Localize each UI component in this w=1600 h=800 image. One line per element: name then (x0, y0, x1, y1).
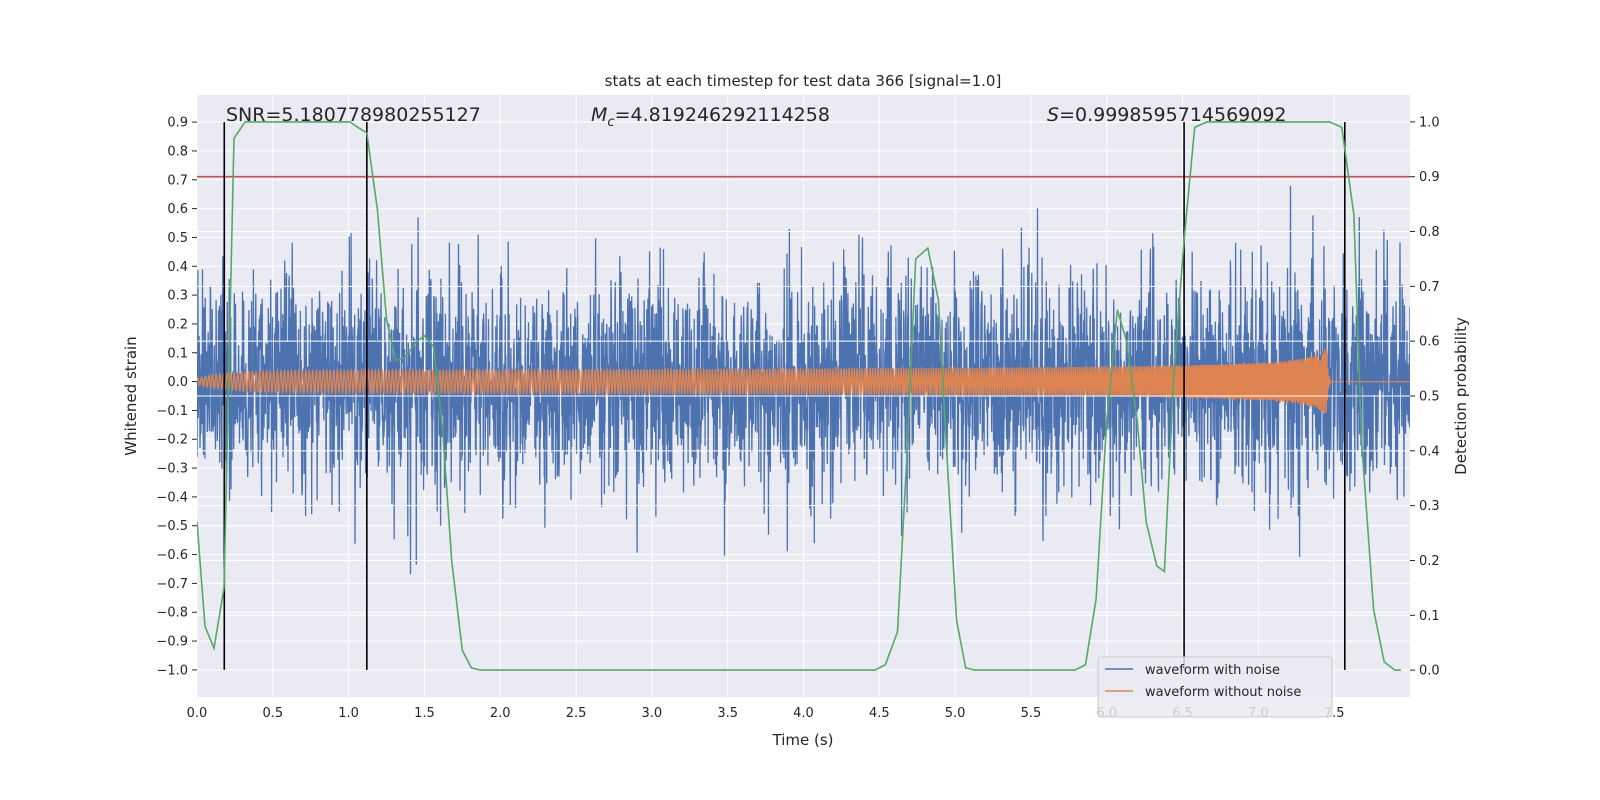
y-tick-label: 0.2 (167, 317, 188, 332)
y-right-tick-label: 0.2 (1419, 554, 1440, 569)
y-tick-label: −0.8 (156, 606, 188, 621)
y-right-tick-label: 0.4 (1419, 444, 1440, 459)
y-tick-label: 0.7 (167, 173, 188, 188)
mc-value: =4.819246292114258 (615, 104, 830, 126)
y-tick-label: 0.9 (167, 116, 188, 131)
y-right-tick-label: 0.3 (1419, 499, 1440, 514)
x-tick-label: 1.0 (338, 706, 359, 721)
x-tick-label: 2.5 (566, 706, 587, 721)
x-tick-label: 5.0 (945, 706, 966, 721)
y-ticks-left: 0.9 0.8 0.7 0.6 0.5 0.4 0.3 0.2 0.1 0.0 −0.1 −0.2 −0… (156, 116, 197, 678)
y-right-tick-label: 0.6 (1419, 335, 1440, 350)
y-right-tick-label: 0.5 (1419, 390, 1440, 405)
y-tick-label: 0.0 (167, 375, 188, 390)
y-ticks-right: 0.0 0.1 0.2 0.3 0.4 0.5 0.6 0.7 0.8 0.9 1.0 (1410, 115, 1440, 679)
s-symbol: S (1047, 104, 1059, 126)
y-right-tick-label: 0.7 (1419, 280, 1440, 295)
series-waveform-with-noise (197, 185, 1410, 575)
y-right-tick-label: 1.0 (1419, 115, 1440, 130)
chart-title: stats at each timestep for test data 366… (605, 72, 1002, 90)
y-right-tick-label: 0.1 (1419, 609, 1440, 624)
series-waveform-without-noise (197, 349, 1410, 415)
y-tick-label: −0.2 (156, 433, 188, 448)
y-tick-label: 0.8 (167, 144, 188, 159)
legend: waveform with noise waveform without noi… (1097, 656, 1333, 718)
y-axis-label: Whitened strain (122, 336, 140, 455)
y-tick-label: 0.5 (167, 231, 188, 246)
x-tick-label: 3.0 (642, 706, 663, 721)
x-tick-label: 5.5 (1021, 706, 1042, 721)
y-tick-label: −0.4 (156, 490, 188, 505)
x-tick-label: 1.5 (414, 706, 435, 721)
y-tick-label: 0.3 (167, 289, 188, 304)
y-tick-label: −1.0 (156, 663, 188, 678)
x-tick-label: 0.5 (262, 706, 283, 721)
x-tick-label: 0.0 (187, 706, 208, 721)
snr-annotation: SNR=5.180778980255127 (226, 104, 481, 126)
y-right-tick-label: 0.8 (1419, 225, 1440, 240)
y-tick-label: 0.1 (167, 346, 188, 361)
x-axis-label: Time (s) (772, 731, 834, 749)
y-tick-label: 0.4 (167, 260, 188, 275)
y-tick-label: −0.6 (156, 548, 188, 563)
mc-subscript: c (607, 115, 614, 130)
chirp-mass-annotation: Mc=4.819246292114258 (591, 104, 830, 130)
y-tick-label: −0.5 (156, 519, 188, 534)
legend-box (1097, 656, 1333, 718)
legend-label-noise: waveform with noise (1145, 663, 1280, 678)
x-tick-label: 4.5 (869, 706, 890, 721)
y-tick-label: −0.7 (156, 577, 188, 592)
y-tick-label: −0.1 (156, 404, 188, 419)
legend-label-clean: waveform without noise (1145, 685, 1301, 700)
s-value: =0.9998595714569092 (1059, 104, 1286, 126)
series-detection-probability (197, 121, 1401, 671)
score-annotation: S=0.9998595714569092 (1047, 104, 1287, 126)
x-tick-label: 2.0 (490, 706, 511, 721)
mc-symbol: M (591, 104, 607, 126)
y-axis-label-right: Detection probability (1452, 317, 1470, 475)
x-tick-label: 4.0 (793, 706, 814, 721)
x-tick-label: 3.5 (717, 706, 738, 721)
y-right-tick-label: 0.0 (1419, 664, 1440, 679)
y-right-tick-label: 0.9 (1419, 170, 1440, 185)
y-tick-label: −0.9 (156, 635, 188, 650)
y-tick-label: −0.3 (156, 462, 188, 477)
y-tick-label: 0.6 (167, 202, 188, 217)
